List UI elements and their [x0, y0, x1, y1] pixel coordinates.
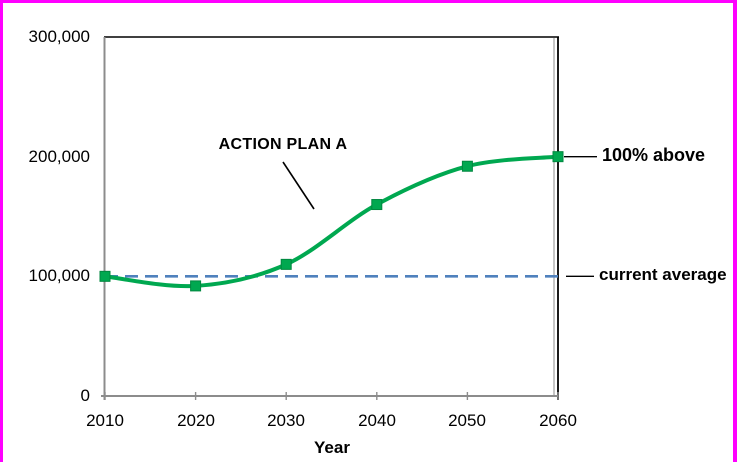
y-tick-label-100000: 100,000 — [28, 266, 90, 285]
x-tick-label-2060: 2060 — [539, 411, 577, 430]
series-marker — [190, 280, 202, 292]
x-tick-label-2020: 2020 — [177, 411, 215, 430]
series-callout-label: ACTION PLAN A — [218, 136, 348, 153]
bottom-right-annotation: current average — [599, 265, 727, 284]
series-line — [103, 154, 560, 289]
callout-pointer-line — [282, 161, 315, 210]
series-marker — [552, 151, 564, 163]
y-tick-label-300000: 300,000 — [28, 27, 90, 46]
series-marker — [371, 199, 383, 211]
series-marker — [461, 160, 473, 172]
x-tick-label-2050: 2050 — [448, 411, 486, 430]
series-marker — [99, 270, 111, 282]
top-right-annotation: 100% above — [602, 145, 706, 165]
series-marker — [280, 258, 292, 270]
x-axis-title: Year — [314, 438, 350, 457]
x-tick-label-2010: 2010 — [86, 411, 124, 430]
y-tick-label-0: 0 — [80, 386, 90, 405]
x-tick-label-2040: 2040 — [358, 411, 396, 430]
x-tick-label-2030: 2030 — [267, 411, 305, 430]
y-tick-label-200000: 200,000 — [28, 147, 90, 166]
